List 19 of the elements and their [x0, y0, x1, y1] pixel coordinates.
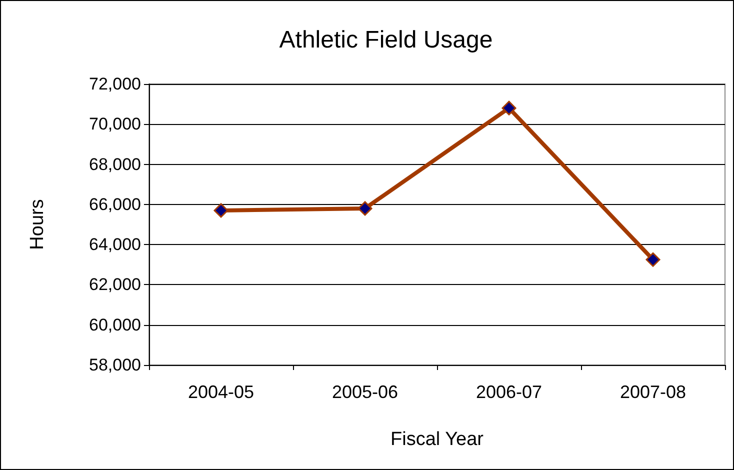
chart-title: Athletic Field Usage	[279, 26, 493, 54]
y-axis-title: Hours	[27, 199, 48, 250]
point	[214, 203, 228, 218]
y-tick-label: 70,000	[89, 114, 141, 134]
y-tick-label: 66,000	[89, 194, 141, 214]
y-tick-label: 58,000	[89, 356, 141, 374]
y-tick-label: 62,000	[89, 275, 141, 294]
x-tick-label: 2006-07	[476, 382, 542, 402]
x-axis-title: Fiscal Year	[390, 429, 484, 450]
y-tick-label: 72,000	[89, 74, 141, 94]
x-tick-label: 2004-05	[188, 382, 254, 402]
y-tick-label: 64,000	[89, 235, 141, 254]
y-tick-label: 60,000	[89, 315, 141, 334]
point	[502, 100, 516, 116]
point	[646, 252, 660, 267]
y-tick-label: 68,000	[89, 154, 141, 174]
point	[358, 201, 372, 216]
x-tick-label: 2007-08	[620, 382, 686, 402]
x-tick-label: 2005-06	[332, 382, 398, 402]
